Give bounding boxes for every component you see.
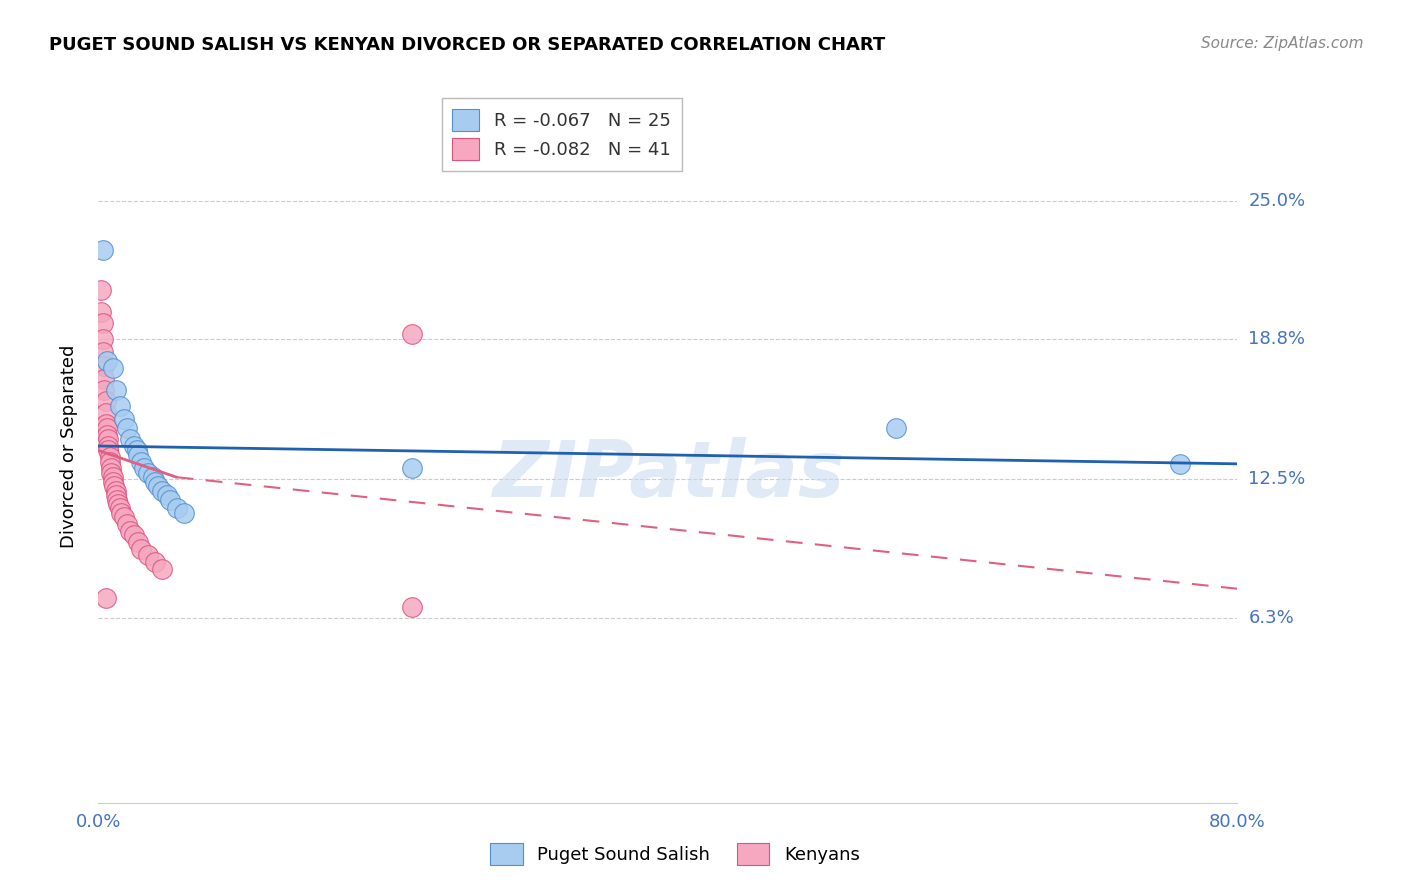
Point xyxy=(93,372,115,386)
Point xyxy=(94,394,117,409)
Point xyxy=(104,483,127,498)
Point xyxy=(118,432,141,446)
Point xyxy=(115,421,138,435)
Point xyxy=(94,591,117,605)
Point xyxy=(152,562,174,576)
Text: 12.5%: 12.5% xyxy=(1249,470,1306,489)
Point xyxy=(112,412,135,426)
Point xyxy=(90,283,112,297)
Point xyxy=(401,327,423,342)
Text: 6.3%: 6.3% xyxy=(1249,608,1294,627)
Point xyxy=(141,470,163,484)
Point xyxy=(96,428,118,442)
Point xyxy=(108,501,131,516)
Point xyxy=(94,417,117,431)
Point xyxy=(96,421,118,435)
Point xyxy=(118,524,141,538)
Point xyxy=(401,461,423,475)
Point xyxy=(136,548,159,563)
Point xyxy=(129,454,152,468)
Point xyxy=(127,534,149,549)
Point xyxy=(91,345,114,359)
Point xyxy=(101,360,124,375)
Point xyxy=(100,461,122,475)
Text: Source: ZipAtlas.com: Source: ZipAtlas.com xyxy=(1201,36,1364,51)
Point xyxy=(94,405,117,419)
Point xyxy=(91,316,114,330)
Point xyxy=(98,454,121,468)
Y-axis label: Divorced or Separated: Divorced or Separated xyxy=(59,344,77,548)
Point xyxy=(132,461,155,475)
Point xyxy=(115,516,138,531)
Point xyxy=(884,421,907,435)
Point xyxy=(107,497,129,511)
Point xyxy=(98,450,121,464)
Point xyxy=(103,479,125,493)
Point xyxy=(127,448,149,462)
Point xyxy=(148,479,170,493)
Point xyxy=(129,541,152,556)
Point xyxy=(110,506,132,520)
Point xyxy=(100,466,122,480)
Point xyxy=(104,488,127,502)
Point xyxy=(122,439,145,453)
Point xyxy=(101,475,124,489)
Point xyxy=(90,305,112,319)
Point xyxy=(93,383,115,397)
Text: 25.0%: 25.0% xyxy=(1249,192,1306,210)
Point xyxy=(97,443,120,458)
Text: PUGET SOUND SALISH VS KENYAN DIVORCED OR SEPARATED CORRELATION CHART: PUGET SOUND SALISH VS KENYAN DIVORCED OR… xyxy=(49,36,886,54)
Legend: Puget Sound Salish, Kenyans: Puget Sound Salish, Kenyans xyxy=(481,834,869,874)
Text: 18.8%: 18.8% xyxy=(1249,330,1305,348)
Point xyxy=(91,243,114,257)
Point xyxy=(97,439,120,453)
Point xyxy=(173,506,195,520)
Text: ZIPatlas: ZIPatlas xyxy=(492,436,844,513)
Point xyxy=(101,470,124,484)
Point xyxy=(97,432,120,446)
Point xyxy=(159,492,181,507)
Point xyxy=(91,332,114,346)
Point xyxy=(401,599,423,614)
Legend: R = -0.067   N = 25, R = -0.082   N = 41: R = -0.067 N = 25, R = -0.082 N = 41 xyxy=(441,98,682,171)
Point xyxy=(1170,457,1192,471)
Point xyxy=(136,466,159,480)
Point xyxy=(152,483,174,498)
Point xyxy=(156,488,179,502)
Point xyxy=(108,399,131,413)
Point xyxy=(122,528,145,542)
Point xyxy=(112,510,135,524)
Point xyxy=(96,354,118,368)
Point xyxy=(104,383,127,397)
Point xyxy=(93,359,115,373)
Point xyxy=(145,475,167,489)
Point xyxy=(105,492,128,507)
Point xyxy=(145,555,167,569)
Point xyxy=(166,501,188,516)
Point xyxy=(125,443,148,458)
